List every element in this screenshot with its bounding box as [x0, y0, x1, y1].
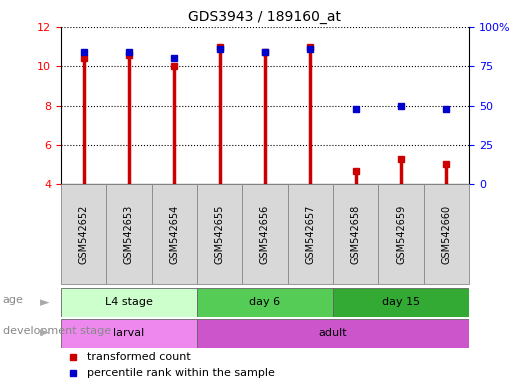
Text: larval: larval	[113, 328, 145, 338]
Text: GSM542654: GSM542654	[169, 205, 179, 264]
Text: adult: adult	[319, 328, 347, 338]
Text: transformed count: transformed count	[87, 352, 191, 362]
FancyBboxPatch shape	[61, 319, 197, 348]
Text: percentile rank within the sample: percentile rank within the sample	[87, 368, 276, 378]
Text: GSM542656: GSM542656	[260, 205, 270, 264]
Text: GSM542659: GSM542659	[396, 205, 406, 264]
FancyBboxPatch shape	[197, 288, 333, 317]
FancyBboxPatch shape	[61, 288, 197, 317]
FancyBboxPatch shape	[288, 184, 333, 284]
FancyBboxPatch shape	[423, 184, 469, 284]
Title: GDS3943 / 189160_at: GDS3943 / 189160_at	[189, 10, 341, 25]
FancyBboxPatch shape	[197, 319, 469, 348]
Text: ►: ►	[40, 327, 50, 339]
Text: GSM542652: GSM542652	[78, 205, 89, 264]
Text: GSM542657: GSM542657	[305, 205, 315, 264]
Text: day 15: day 15	[382, 297, 420, 308]
FancyBboxPatch shape	[107, 184, 152, 284]
Text: day 6: day 6	[250, 297, 280, 308]
Text: L4 stage: L4 stage	[105, 297, 153, 308]
FancyBboxPatch shape	[61, 184, 107, 284]
Text: age: age	[3, 295, 23, 306]
Text: GSM542655: GSM542655	[215, 205, 225, 264]
Text: GSM542658: GSM542658	[351, 205, 361, 264]
FancyBboxPatch shape	[152, 184, 197, 284]
FancyBboxPatch shape	[378, 184, 423, 284]
Text: GSM542660: GSM542660	[441, 205, 452, 264]
FancyBboxPatch shape	[242, 184, 288, 284]
Text: ►: ►	[40, 296, 50, 309]
FancyBboxPatch shape	[197, 184, 242, 284]
Text: development stage: development stage	[3, 326, 111, 336]
FancyBboxPatch shape	[333, 288, 469, 317]
Text: GSM542653: GSM542653	[124, 205, 134, 264]
FancyBboxPatch shape	[333, 184, 378, 284]
